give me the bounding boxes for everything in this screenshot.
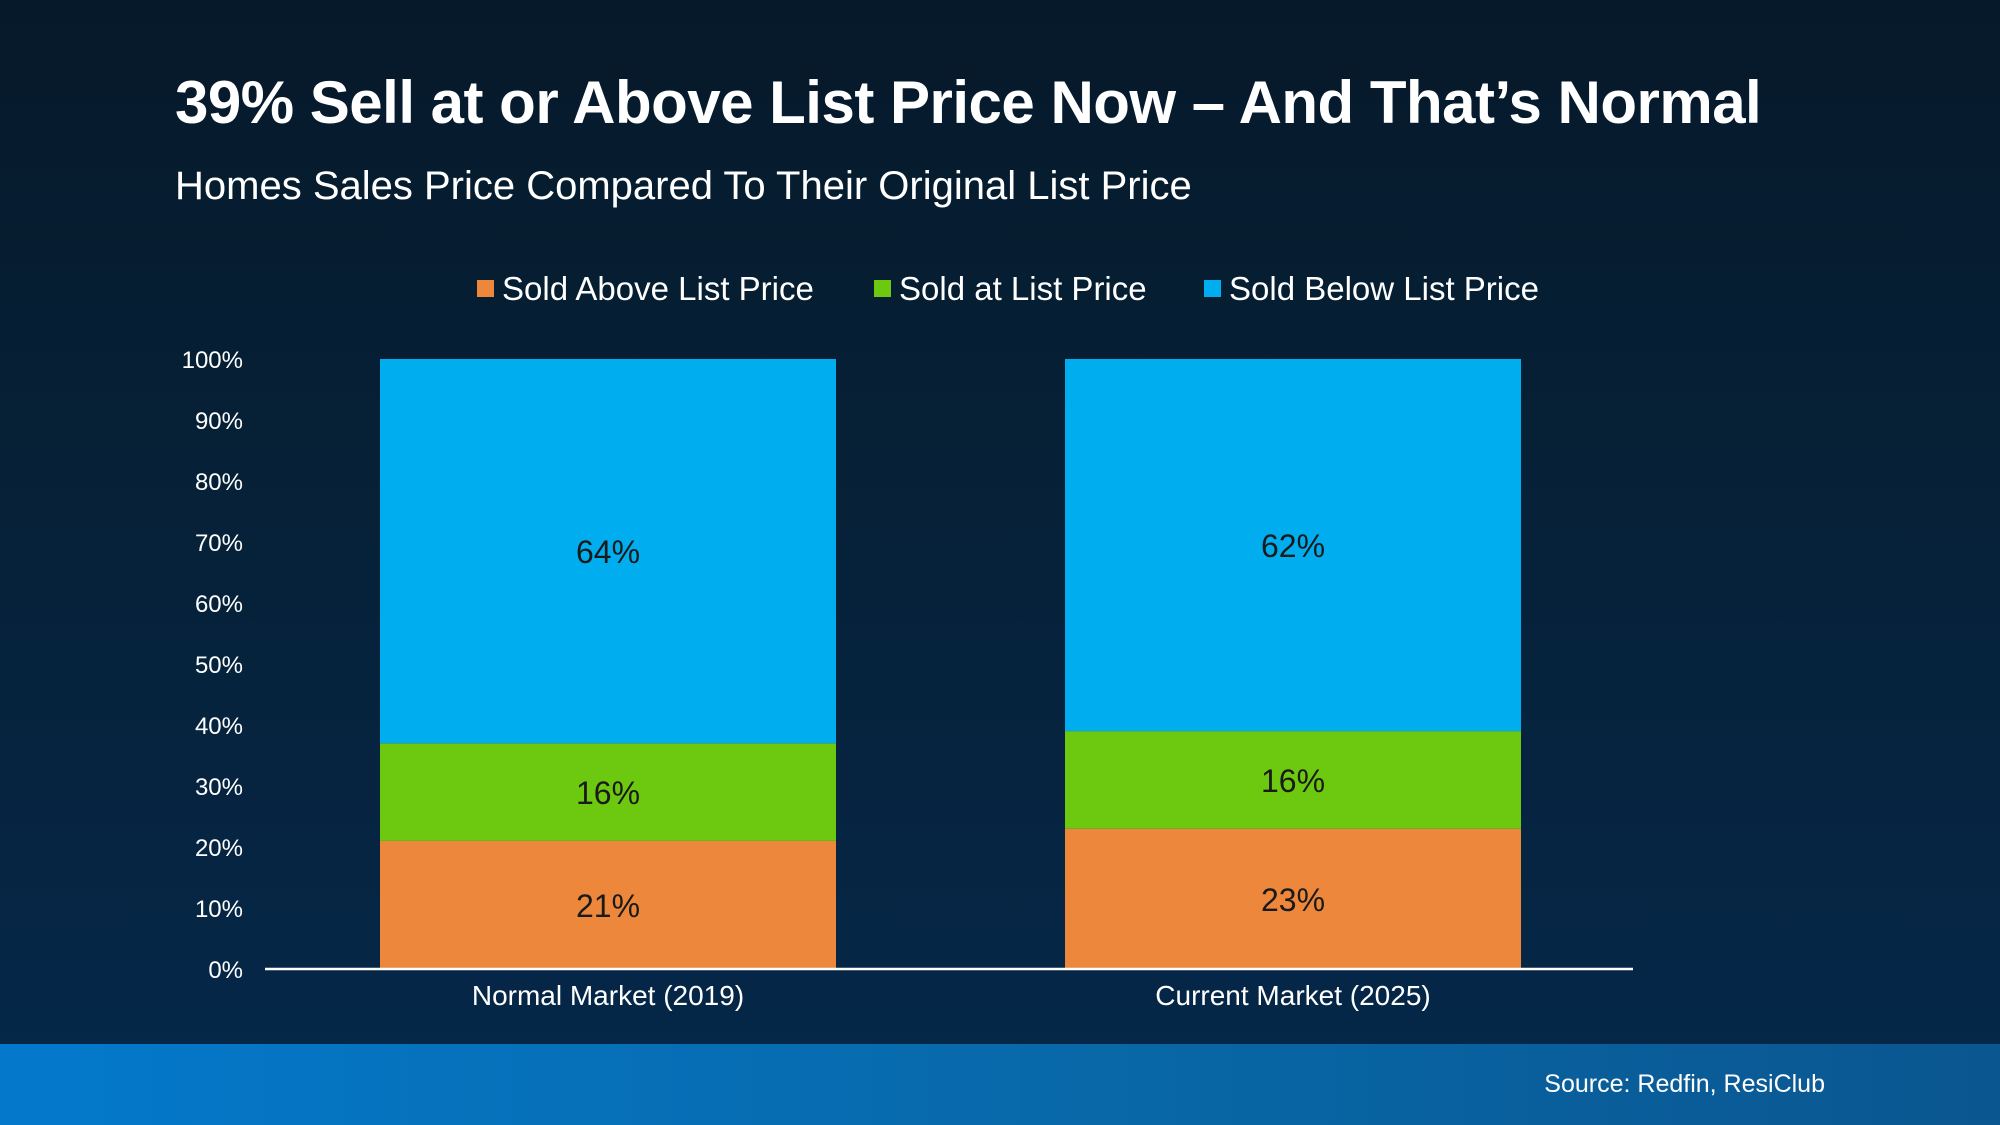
y-tick-label: 10% — [195, 896, 243, 923]
y-tick-label: 100% — [182, 347, 243, 374]
chart-subtitle: Homes Sales Price Compared To Their Orig… — [175, 164, 1192, 208]
bar-segment — [380, 743, 836, 841]
y-tick-label: 80% — [195, 469, 243, 496]
legend-label: Sold Below List Price — [1229, 270, 1539, 307]
data-label: 62% — [1261, 528, 1325, 564]
legend-label: Sold at List Price — [899, 270, 1147, 307]
y-tick-label: 30% — [195, 774, 243, 801]
bar-segment — [1065, 731, 1521, 829]
source-note: Source: Redfin, ResiClub — [1544, 1070, 1825, 1098]
data-label: 16% — [576, 775, 640, 811]
footer-band: Source: Redfin, ResiClub — [0, 1044, 2000, 1125]
legend-label: Sold Above List Price — [502, 270, 814, 307]
data-label: 16% — [1261, 763, 1325, 799]
legend-swatch — [1204, 280, 1221, 297]
y-tick-label: 90% — [195, 408, 243, 435]
y-tick-label: 60% — [195, 591, 243, 618]
x-tick-label: Normal Market (2019) — [472, 980, 744, 1011]
y-tick-label: 70% — [195, 530, 243, 557]
chart-title: 39% Sell at or Above List Price Now – An… — [175, 69, 1762, 136]
bar-segment — [1065, 359, 1521, 732]
x-tick-label: Current Market (2025) — [1155, 980, 1430, 1011]
y-tick-label: 50% — [195, 652, 243, 679]
bar-segment — [380, 840, 836, 969]
y-tick-label: 20% — [195, 835, 243, 862]
data-label: 23% — [1261, 882, 1325, 918]
bar-segment — [1065, 828, 1521, 969]
y-tick-label: 40% — [195, 713, 243, 740]
bar-segment — [380, 359, 836, 744]
y-tick-label: 0% — [208, 957, 243, 984]
data-label: 21% — [576, 888, 640, 924]
data-label: 64% — [576, 534, 640, 570]
legend-swatch — [477, 280, 494, 297]
legend-swatch — [874, 280, 891, 297]
